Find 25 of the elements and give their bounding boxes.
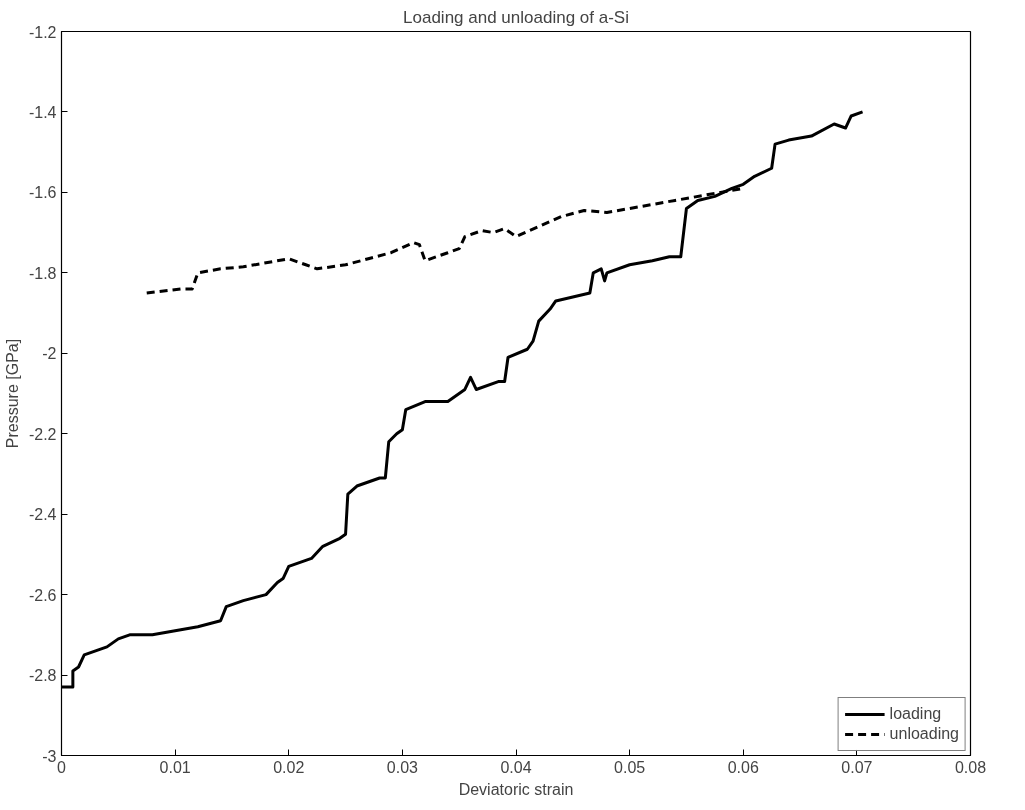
y-tick-label: -2.2 — [28, 425, 57, 443]
x-tick-label: 0.05 — [614, 758, 646, 776]
line-series — [61, 110, 865, 689]
x-tick-label: 0.02 — [273, 758, 305, 776]
legend-label: loading — [889, 705, 942, 723]
y-tick-label: -2.8 — [28, 667, 57, 685]
x-tick-label: 0.08 — [954, 758, 987, 776]
x-tick-label: 0.04 — [500, 758, 532, 776]
chart-title: Loading and unloading of a-Si — [403, 7, 629, 27]
legend-label: unloading — [889, 725, 959, 743]
y-axis-title: Pressure [GPa] — [3, 338, 21, 449]
x-tick-label: 0.03 — [386, 758, 419, 776]
y-tick-label: -1.2 — [28, 23, 57, 41]
y-tick-label: -2.4 — [28, 506, 57, 524]
y-tick-label: -3 — [42, 747, 57, 765]
x-tick-label: 0.06 — [727, 758, 759, 776]
y-tick-label: -2.6 — [28, 586, 57, 604]
y-tick-label: -1.6 — [28, 184, 57, 202]
y-tick-label: -1.4 — [28, 103, 57, 121]
x-axis-title: Deviatoric strain — [458, 780, 574, 798]
x-tick-label: 0.01 — [159, 758, 191, 776]
y-tick-label: -2 — [42, 345, 57, 363]
x-tick-label: 0 — [57, 758, 67, 776]
y-tick-label: -1.8 — [28, 264, 57, 282]
x-tick-label: 0.07 — [841, 758, 873, 776]
